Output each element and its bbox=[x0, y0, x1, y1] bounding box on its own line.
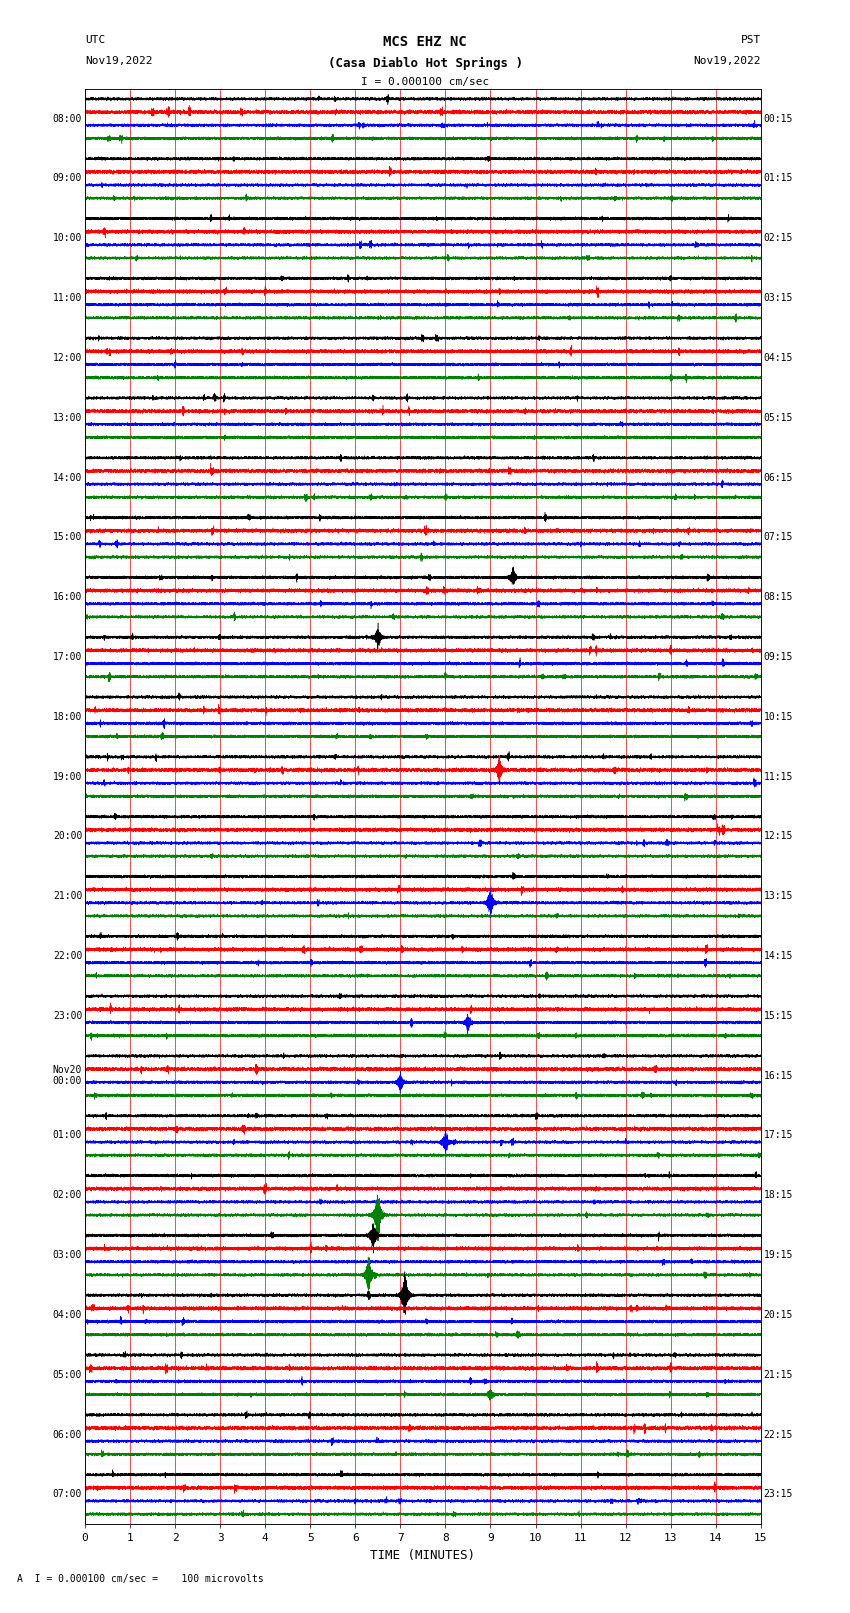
X-axis label: TIME (MINUTES): TIME (MINUTES) bbox=[371, 1548, 475, 1561]
Text: UTC: UTC bbox=[85, 35, 105, 45]
Text: PST: PST bbox=[740, 35, 761, 45]
Text: Nov19,2022: Nov19,2022 bbox=[85, 56, 152, 66]
Text: A  I = 0.000100 cm/sec =    100 microvolts: A I = 0.000100 cm/sec = 100 microvolts bbox=[17, 1574, 264, 1584]
Text: I = 0.000100 cm/sec: I = 0.000100 cm/sec bbox=[361, 77, 489, 87]
Text: MCS EHZ NC: MCS EHZ NC bbox=[383, 35, 467, 50]
Text: Nov19,2022: Nov19,2022 bbox=[694, 56, 761, 66]
Text: (Casa Diablo Hot Springs ): (Casa Diablo Hot Springs ) bbox=[327, 56, 523, 69]
